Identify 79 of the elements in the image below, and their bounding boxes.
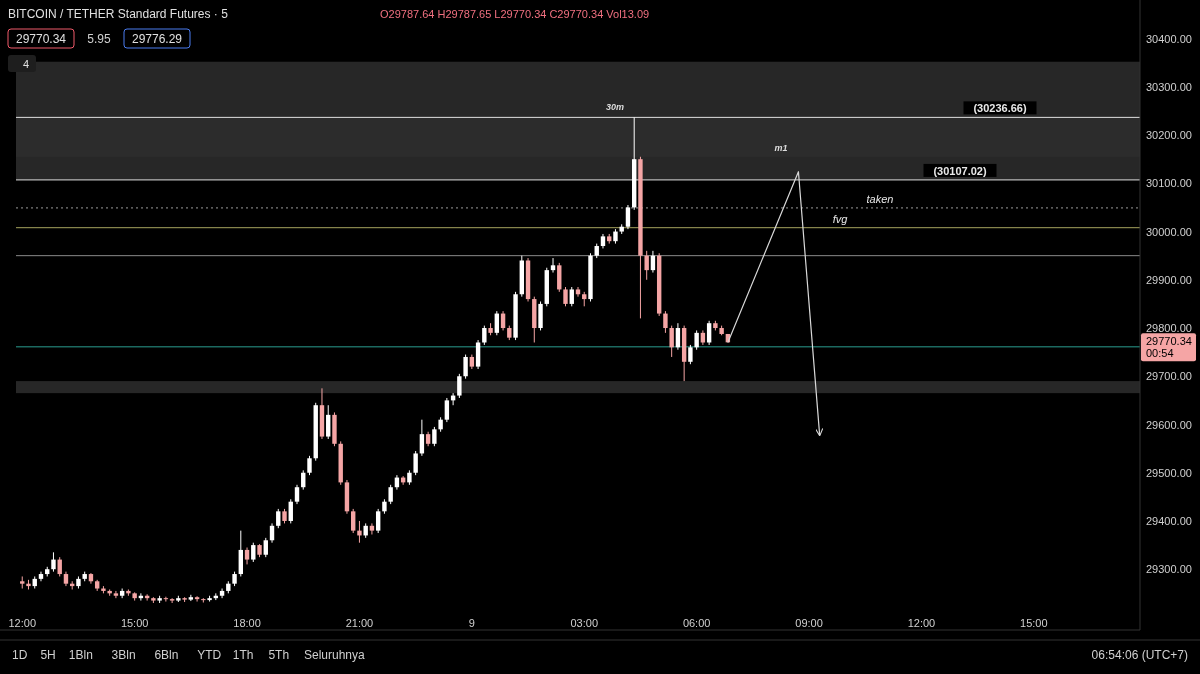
annotation: 29770.34 — [15, 32, 67, 46]
candlestick — [444, 397, 450, 423]
candlestick — [351, 508, 356, 534]
text: BITCOIN / TETHER Standard Futures · 5 — [8, 7, 229, 21]
candlestick — [326, 404, 331, 440]
annotation: 5.95 — [87, 32, 111, 46]
candlestick — [369, 522, 375, 535]
text: 3Bln — [111, 648, 136, 662]
x-tick-label: 12:00 — [8, 617, 37, 629]
ref-line-label: fvg — [832, 212, 849, 225]
candlestick — [201, 597, 206, 603]
text: 1Bln — [68, 648, 93, 662]
y-tick-label: 30300.00 — [1146, 80, 1192, 93]
y-tick-label: 30100.00 — [1146, 177, 1192, 190]
candlestick — [375, 508, 381, 534]
ref-line-label: (30236.66) — [973, 102, 1027, 115]
candlestick — [388, 484, 393, 505]
candlestick — [263, 537, 268, 558]
x-tick-label: 21:00 — [345, 617, 374, 629]
text: 00:54 — [1146, 347, 1174, 360]
candlestick — [669, 325, 674, 358]
y-tick-label: 29400.00 — [1146, 514, 1192, 527]
x-tick-label: 15:00 — [1020, 617, 1048, 629]
candlestick — [357, 520, 362, 544]
candlestick — [251, 542, 256, 563]
annotation: 30m — [605, 102, 625, 112]
candlestick — [482, 325, 487, 346]
y-tick-label: 29800.00 — [1146, 322, 1192, 335]
candlestick — [169, 597, 175, 604]
text: 29770.34 — [1146, 335, 1192, 348]
candlestick — [194, 595, 200, 603]
candlestick — [694, 329, 699, 351]
candlestick — [432, 426, 437, 447]
annotation: O29787.64 H29787.65 L29770.34 C29770.34 Vol13.09 — [380, 8, 650, 20]
candlestick — [463, 354, 468, 380]
y-tick-label: 29900.00 — [1146, 273, 1192, 286]
annotation: 29776.29 — [131, 32, 183, 46]
x-tick-label: 09:00 — [795, 617, 823, 629]
text: Seluruhnya — [304, 648, 366, 662]
annotation: m1 — [774, 143, 788, 153]
candlestick — [457, 373, 462, 399]
candlestick — [625, 204, 631, 230]
text: 6Bln — [154, 648, 179, 662]
x-tick-label: 06:00 — [682, 617, 711, 629]
x-tick-label: 15:00 — [120, 617, 149, 629]
candlestick — [307, 455, 312, 476]
text: 5Th — [268, 648, 290, 662]
candlestick — [569, 286, 574, 307]
y-tick-label: 30000.00 — [1146, 225, 1192, 238]
candlestick — [663, 310, 668, 334]
y-tick-label: 29700.00 — [1146, 370, 1192, 383]
candlestick — [413, 450, 418, 476]
candlestick — [51, 551, 56, 573]
x-tick-label: 03:00 — [570, 617, 599, 629]
candlestick — [113, 590, 119, 599]
candlestick — [294, 484, 300, 505]
candlestick — [550, 257, 556, 274]
y-tick-label: 29500.00 — [1146, 466, 1192, 479]
text: 1Th — [232, 648, 254, 662]
candlestick — [163, 596, 169, 603]
x-tick-label: 9 — [468, 617, 475, 629]
text: 5H — [40, 648, 56, 662]
x-tick-label: 18:00 — [233, 617, 261, 629]
y-tick-label: 29300.00 — [1146, 563, 1192, 576]
y-tick-label: 29600.00 — [1146, 418, 1192, 431]
ref-line-label: (30107.02) — [933, 164, 987, 177]
candlestick — [563, 286, 568, 307]
text: 06:54:06 (UTC+7) — [1091, 648, 1188, 662]
candlestick — [644, 250, 649, 281]
candlestick — [688, 344, 693, 365]
y-tick-label: 30400.00 — [1146, 32, 1192, 45]
x-tick-label: 12:00 — [907, 617, 936, 629]
ref-line-label: taken — [866, 192, 894, 205]
y-tick-label: 30200.00 — [1146, 129, 1192, 142]
candlestick — [575, 286, 581, 298]
text: 1D — [12, 648, 28, 662]
text: YTD — [197, 648, 222, 662]
candlestick — [276, 508, 281, 529]
annotation: 4 — [22, 58, 30, 70]
